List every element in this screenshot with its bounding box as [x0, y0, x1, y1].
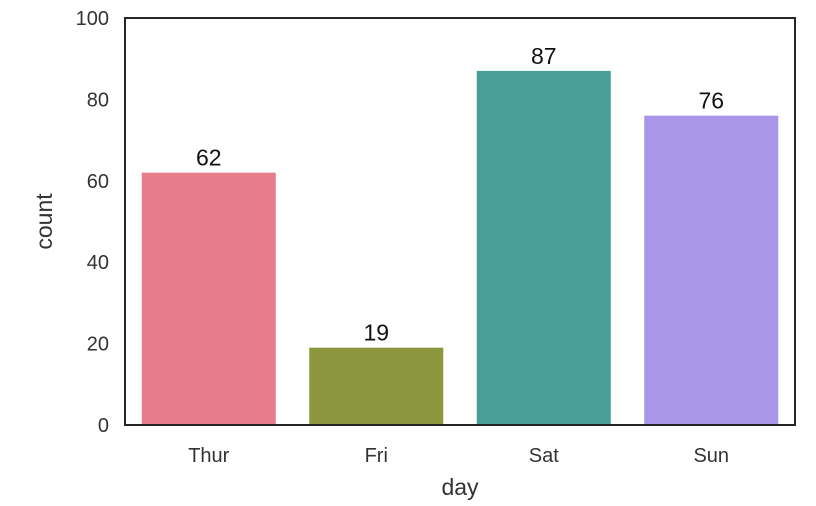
bar-value-label: 76 — [698, 88, 724, 114]
y-tick-label: 100 — [76, 8, 109, 30]
x-axis-ticks: Thur Fri Sat Sun — [188, 445, 729, 467]
x-tick-label: Thur — [188, 445, 229, 467]
y-tick-label: 20 — [87, 334, 109, 356]
plot-frame — [124, 17, 796, 426]
y-tick-label: 80 — [87, 89, 109, 111]
bar-value-label: 62 — [196, 145, 222, 171]
bar-thur — [141, 172, 276, 425]
y-axis-ticks: 0 20 40 60 80 100 — [76, 8, 109, 437]
bar-fri — [309, 347, 444, 425]
y-axis-label: count — [31, 193, 57, 250]
bars — [141, 70, 779, 426]
bar-value-label: 87 — [531, 43, 557, 69]
bar-value-labels: 62 19 87 76 — [196, 43, 724, 346]
bar-sat — [476, 70, 611, 425]
x-tick-label: Sat — [529, 445, 559, 467]
x-axis-label: day — [441, 474, 479, 500]
bar-value-label: 19 — [363, 320, 389, 346]
y-tick-label: 40 — [87, 252, 109, 274]
y-tick-label: 0 — [98, 415, 109, 437]
y-tick-label: 60 — [87, 171, 109, 193]
x-tick-label: Fri — [365, 445, 388, 467]
bar-sun — [644, 115, 779, 426]
x-tick-label: Sun — [693, 445, 729, 467]
